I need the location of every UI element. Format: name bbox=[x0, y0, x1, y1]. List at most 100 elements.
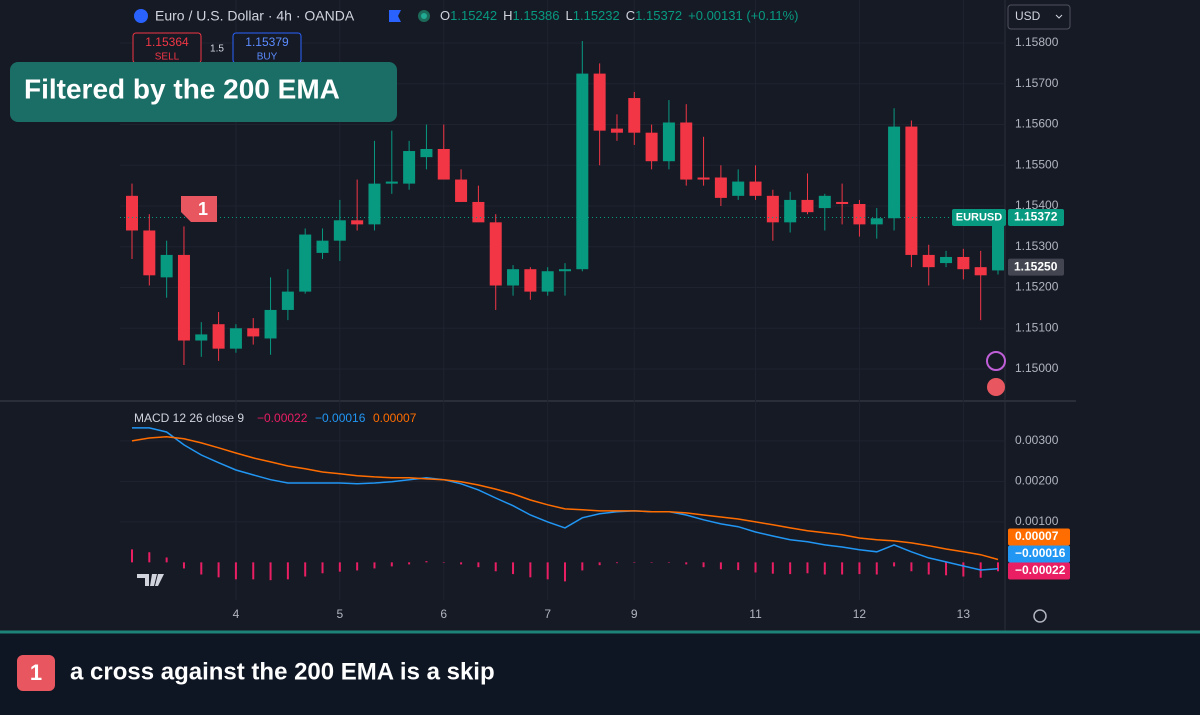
candle-body bbox=[922, 254, 935, 268]
spread: 1.5 bbox=[210, 44, 224, 55]
candle-body bbox=[195, 334, 208, 341]
candle-body bbox=[212, 324, 225, 349]
histogram-bar bbox=[442, 562, 445, 563]
value-badge-bg bbox=[1008, 528, 1070, 546]
candle-body bbox=[541, 271, 554, 292]
x-tick-label: 6 bbox=[440, 607, 447, 621]
histogram-bar bbox=[771, 562, 774, 574]
macd-line bbox=[131, 436, 999, 561]
legend-change: +0.00131 (+0.11%) bbox=[688, 8, 798, 23]
candle-body bbox=[818, 195, 831, 209]
candle-body bbox=[628, 98, 641, 133]
candle-body bbox=[489, 222, 502, 286]
candle-body bbox=[680, 122, 693, 180]
legend-value: 1.15372 bbox=[635, 8, 682, 23]
candle-body bbox=[126, 195, 138, 231]
histogram-bar bbox=[667, 562, 670, 563]
currency-select[interactable] bbox=[1007, 4, 1071, 30]
candle-body bbox=[974, 267, 987, 276]
candle-body bbox=[957, 256, 970, 270]
histogram-bar bbox=[338, 562, 341, 572]
histogram-bar bbox=[927, 562, 930, 575]
legend-letter: H bbox=[503, 8, 512, 23]
histogram-bar bbox=[945, 562, 948, 576]
value-badge-bg bbox=[1008, 545, 1070, 563]
caption-text: a cross against the 200 EMA is a skip bbox=[70, 658, 495, 685]
y-tick-label: 1.15500 bbox=[1015, 157, 1059, 171]
ohlc-legend: O1.15242 H1.15386 L1.15232 C1.15372 +0.00131… bbox=[440, 8, 798, 23]
flag-event-icon[interactable] bbox=[987, 378, 1005, 396]
candle-body bbox=[229, 328, 242, 349]
candle-body bbox=[437, 148, 450, 180]
symbol-badge: EURUSD bbox=[956, 211, 1003, 223]
candle-body bbox=[264, 309, 277, 339]
indicator-value: −0.00016 bbox=[315, 411, 366, 425]
candle-body bbox=[316, 240, 329, 253]
candle-body bbox=[385, 181, 398, 184]
y-tick-label: 1.15100 bbox=[1015, 320, 1059, 334]
value-badge-bg bbox=[1008, 562, 1070, 580]
legend-value: 1.15386 bbox=[513, 8, 560, 23]
x-tick-label: 4 bbox=[233, 607, 240, 621]
symbol-title: Euro / U.S. Dollar · 4h · OANDA bbox=[155, 8, 355, 24]
histogram-bar bbox=[321, 562, 324, 574]
event-icon[interactable] bbox=[986, 351, 1006, 371]
banner-text: Filtered by the 200 EMA bbox=[24, 73, 340, 104]
candle-body bbox=[177, 254, 190, 341]
sell-label: SELL bbox=[155, 52, 180, 63]
candle-body bbox=[403, 151, 416, 184]
currency-label: USD bbox=[1015, 9, 1041, 23]
histogram-bar bbox=[529, 562, 532, 578]
x-tick-label: 9 bbox=[631, 607, 638, 621]
histogram-bar bbox=[546, 562, 549, 580]
legend-letter: O bbox=[440, 8, 450, 23]
candle-body bbox=[143, 230, 156, 276]
candle-body bbox=[853, 203, 866, 225]
x-tick-label: 11 bbox=[749, 607, 762, 621]
legend-letter: C bbox=[626, 8, 635, 23]
candle-body bbox=[472, 201, 485, 223]
candle-body bbox=[420, 148, 433, 158]
histogram-bar bbox=[875, 562, 878, 575]
price-badge: 1.15372 bbox=[1014, 210, 1058, 224]
candle-body bbox=[281, 291, 294, 310]
legend-value: 1.15242 bbox=[450, 8, 497, 23]
caption-bar bbox=[0, 632, 1200, 715]
symbol-badge-bg bbox=[952, 208, 1006, 226]
y-tick-label: 1.15200 bbox=[1015, 280, 1059, 294]
histogram-bar bbox=[425, 561, 428, 563]
y-tick-label: 1.15000 bbox=[1015, 361, 1059, 375]
y-tick-label: 1.15400 bbox=[1015, 198, 1059, 212]
histogram-bar bbox=[650, 562, 653, 563]
histogram-bar bbox=[789, 562, 792, 575]
histogram-bar bbox=[962, 562, 965, 577]
status-dot bbox=[421, 13, 427, 19]
y-tick-label: 1.15600 bbox=[1015, 117, 1059, 131]
histogram-bar bbox=[702, 562, 705, 568]
y2-tick-label: 0.00100 bbox=[1015, 514, 1059, 528]
buy-price: 1.15379 bbox=[245, 35, 289, 49]
histogram-bar bbox=[460, 562, 463, 565]
candle-body bbox=[247, 328, 260, 337]
level-badge: 1.15250 bbox=[1014, 259, 1058, 273]
histogram-bar bbox=[356, 562, 359, 571]
histogram-bar bbox=[598, 562, 601, 566]
candle-body bbox=[905, 126, 918, 255]
histogram-bar bbox=[893, 562, 896, 567]
value-badge: −0.00022 bbox=[1015, 563, 1066, 577]
histogram-bar bbox=[685, 562, 688, 565]
candle-body bbox=[992, 217, 1004, 271]
histogram-bar bbox=[823, 562, 826, 575]
caption-number: 1 bbox=[30, 660, 42, 685]
candle-body bbox=[507, 269, 520, 286]
histogram-bar bbox=[581, 562, 584, 571]
candle-body bbox=[784, 199, 797, 223]
buy-label: BUY bbox=[257, 52, 278, 63]
legend-value: 1.15232 bbox=[573, 8, 620, 23]
indicator-value: 0.00007 bbox=[373, 411, 417, 425]
y-tick-label: 1.15300 bbox=[1015, 239, 1059, 253]
value-badge: 0.00007 bbox=[1015, 529, 1059, 543]
candle-body bbox=[455, 179, 468, 202]
settings-icon[interactable] bbox=[1033, 609, 1047, 623]
